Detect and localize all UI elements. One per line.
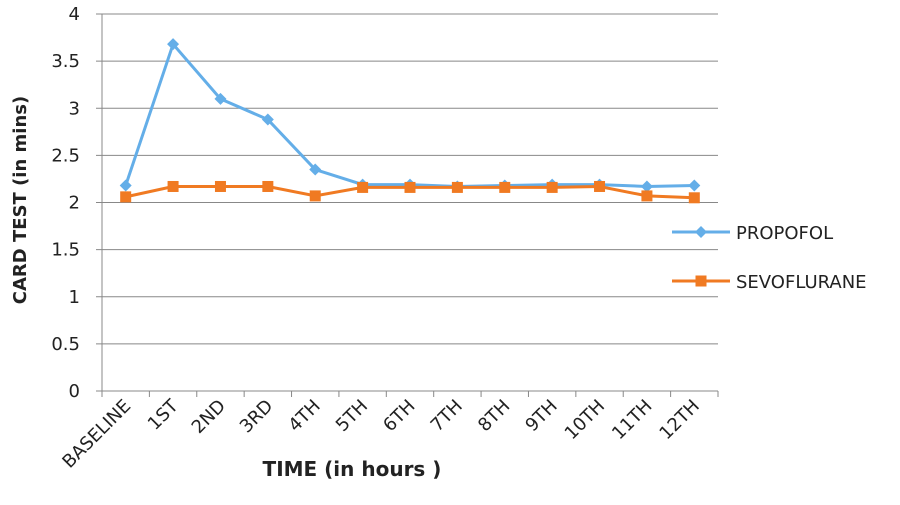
data-point <box>214 92 227 105</box>
data-point <box>167 180 179 192</box>
y-tick-label: 0.5 <box>51 334 80 355</box>
y-axis-title: CARD TEST (in mins) <box>10 96 31 304</box>
x-tick-label: 11TH <box>608 396 656 444</box>
y-tick-label: 2 <box>69 193 80 214</box>
data-point <box>309 190 321 202</box>
data-point <box>451 181 463 193</box>
x-tick-label: 5TH <box>332 396 372 436</box>
data-point <box>119 179 132 192</box>
y-tick-label: 1 <box>69 287 80 308</box>
x-tick-label: 7TH <box>427 396 467 436</box>
data-point <box>120 191 132 203</box>
data-point <box>262 180 274 192</box>
data-point <box>640 180 653 193</box>
y-tick-label: 3 <box>69 98 80 119</box>
data-point <box>404 181 416 193</box>
data-point <box>688 179 701 192</box>
x-tick-label: 6TH <box>379 396 419 436</box>
y-tick-label: 2.5 <box>51 145 80 166</box>
data-point <box>499 181 511 193</box>
y-tick-label: 3.5 <box>51 51 80 72</box>
x-tick-label: BASELINE <box>58 396 135 473</box>
x-tick-label: 1ST <box>144 395 184 435</box>
y-tick-label: 1.5 <box>51 240 80 261</box>
series-line <box>124 41 695 188</box>
x-tick-label: 9TH <box>521 396 561 436</box>
legend-marker <box>695 226 707 238</box>
data-point <box>357 181 369 193</box>
x-tick-label: 2ND <box>188 396 230 438</box>
x-tick-label: 3RD <box>236 396 278 438</box>
x-tick-label: 10TH <box>561 396 609 444</box>
x-axis-title: TIME (in hours ) <box>263 457 442 481</box>
legend-label: PROPOFOL <box>736 223 833 244</box>
data-point <box>214 180 226 192</box>
data-point <box>309 163 322 176</box>
data-point <box>594 180 606 192</box>
y-tick-label: 0 <box>69 381 80 402</box>
x-tick-label: 8TH <box>474 396 514 436</box>
x-tick-label: 12TH <box>655 396 703 444</box>
data-point <box>641 190 653 202</box>
data-point <box>167 38 180 51</box>
data-point <box>261 113 274 126</box>
data-point <box>546 181 558 193</box>
y-tick-label: 4 <box>69 4 80 25</box>
legend-label: SEVOFLURANE <box>736 272 867 293</box>
x-tick-label: 4TH <box>284 396 324 436</box>
legend-marker <box>695 275 707 287</box>
data-point <box>688 192 700 204</box>
